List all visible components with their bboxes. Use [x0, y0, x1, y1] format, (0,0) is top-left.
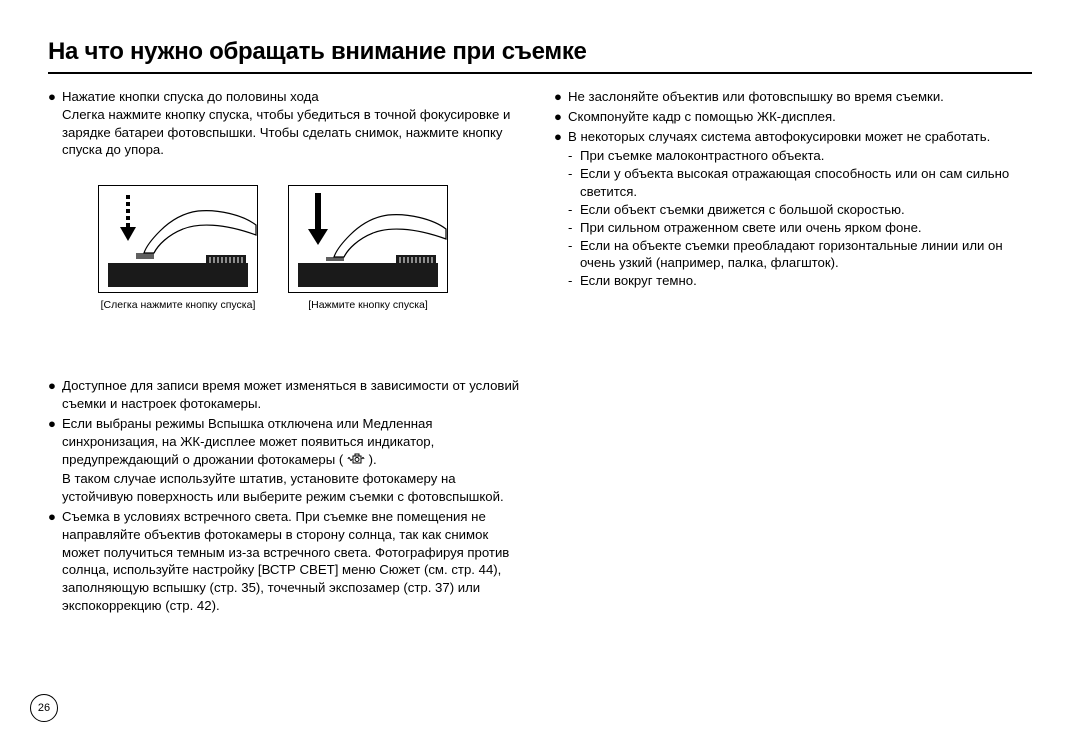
- half-press-illustration: [98, 185, 258, 293]
- figure-half-press-caption: [Слегка нажмите кнопку спуска]: [98, 299, 258, 311]
- bullet-shake-warning-follow: В таком случае используйте штатив, устан…: [62, 471, 504, 504]
- bullet-backlight-text: Съемка в условиях встречного света. При …: [62, 508, 526, 615]
- bullet-shake-warning-b: ).: [369, 452, 377, 467]
- bullet-shake-warning: ● Если выбраны режимы Вспышка отключена …: [48, 415, 526, 506]
- figure-full-press: [Нажмите кнопку спуска]: [288, 185, 448, 311]
- af-case-horizontal: - Если на объекте съемки преобладают гор…: [568, 237, 1032, 273]
- dash-marker: -: [568, 237, 580, 273]
- bullet-af-fail-text: В некоторых случаях система автофокусиро…: [568, 128, 1032, 146]
- bullet-shake-warning-a: Если выбраны режимы Вспышка отключена ил…: [62, 416, 434, 467]
- page: На что нужно обращать внимание при съемк…: [0, 0, 1080, 746]
- af-case-reflective: - Если у объекта высокая отражающая спос…: [568, 165, 1032, 201]
- af-case-low-contrast-text: При съемке малоконтрастного объекта.: [580, 147, 824, 165]
- bullet-dont-block-text: Не заслоняйте объектив или фотовспышку в…: [568, 88, 1032, 106]
- right-column: ● Не заслоняйте объектив или фотовспышку…: [554, 88, 1032, 617]
- af-fail-cases: - При съемке малоконтрастного объекта. -…: [554, 147, 1032, 290]
- figure-full-press-caption: [Нажмите кнопку спуска]: [288, 299, 448, 311]
- bullet-record-time: ● Доступное для записи время может измен…: [48, 377, 526, 413]
- shutter-figures: [Слегка нажмите кнопку спуска]: [98, 185, 526, 311]
- dash-marker: -: [568, 147, 580, 165]
- bullet-dont-block: ● Не заслоняйте объектив или фотовспышку…: [554, 88, 1032, 106]
- bullet-half-press-body: Слегка нажмите кнопку спуска, чтобы убед…: [62, 107, 510, 158]
- dash-marker: -: [568, 165, 580, 201]
- bullet-backlight: ● Съемка в условиях встречного света. Пр…: [48, 508, 526, 615]
- bullet-marker: ●: [48, 508, 62, 526]
- af-case-fast-moving-text: Если объект съемки движется с большой ск…: [580, 201, 905, 219]
- bullet-marker: ●: [48, 415, 62, 433]
- page-title: На что нужно обращать внимание при съемк…: [48, 38, 1032, 66]
- af-case-bright-bg-text: При сильном отраженном свете или очень я…: [580, 219, 922, 237]
- bullet-marker: ●: [48, 377, 62, 395]
- af-case-bright-bg: - При сильном отраженном свете или очень…: [568, 219, 1032, 237]
- full-press-illustration: [288, 185, 448, 293]
- page-number: 26: [30, 694, 58, 722]
- bullet-marker: ●: [554, 128, 568, 146]
- af-case-fast-moving: - Если объект съемки движется с большой …: [568, 201, 1032, 219]
- dash-marker: -: [568, 219, 580, 237]
- bullet-marker: ●: [554, 88, 568, 106]
- bullet-marker: ●: [554, 108, 568, 126]
- af-case-dark-text: Если вокруг темно.: [580, 272, 697, 290]
- af-case-horizontal-text: Если на объекте съемки преобладают гориз…: [580, 237, 1032, 273]
- bullet-compose-lcd: ● Скомпонуйте кадр с помощью ЖК-дисплея.: [554, 108, 1032, 126]
- bullet-record-time-text: Доступное для записи время может изменят…: [62, 377, 526, 413]
- bullet-marker: ●: [48, 88, 62, 106]
- left-column: ● Нажатие кнопки спуска до половины хода…: [48, 88, 526, 617]
- af-case-low-contrast: - При съемке малоконтрастного объекта.: [568, 147, 1032, 165]
- af-case-dark: - Если вокруг темно.: [568, 272, 1032, 290]
- camera-shake-icon: [347, 452, 365, 471]
- af-case-reflective-text: Если у объекта высокая отражающая способ…: [580, 165, 1032, 201]
- dash-marker: -: [568, 201, 580, 219]
- bullet-af-fail: ● В некоторых случаях система автофокуси…: [554, 128, 1032, 146]
- bullet-half-press: ● Нажатие кнопки спуска до половины хода…: [48, 88, 526, 159]
- bullet-half-press-head: Нажатие кнопки спуска до половины хода: [62, 89, 319, 104]
- dash-marker: -: [568, 272, 580, 290]
- two-column-layout: ● Нажатие кнопки спуска до половины хода…: [48, 88, 1032, 617]
- title-underline: [48, 72, 1032, 74]
- figure-half-press: [Слегка нажмите кнопку спуска]: [98, 185, 258, 311]
- bullet-compose-lcd-text: Скомпонуйте кадр с помощью ЖК-дисплея.: [568, 108, 1032, 126]
